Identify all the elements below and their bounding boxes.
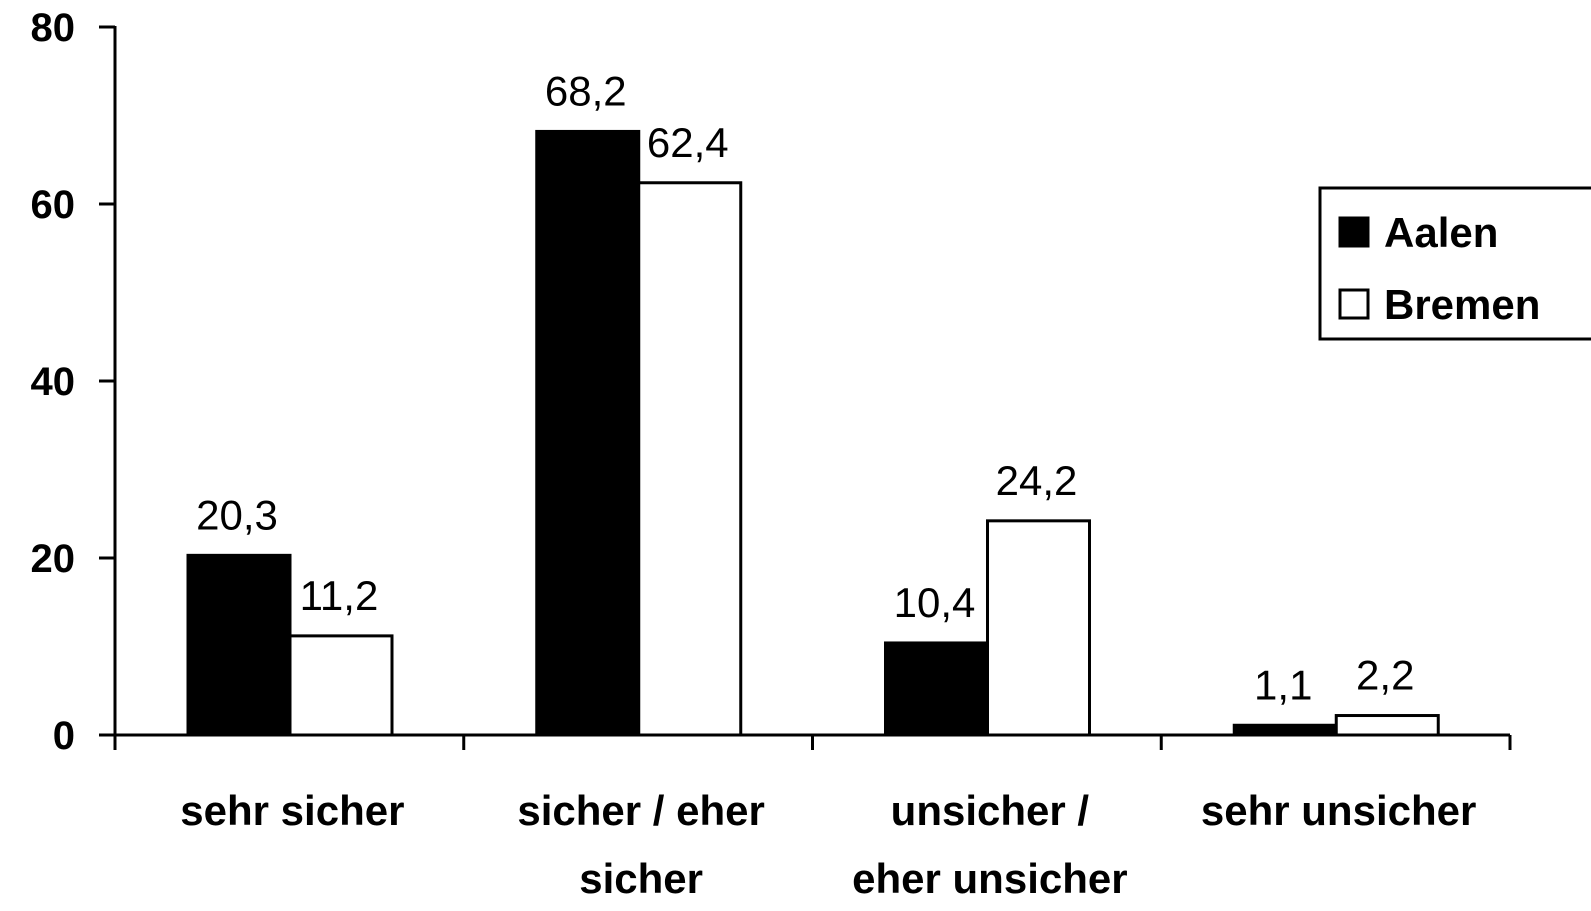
data-label: 1,1: [1254, 661, 1312, 708]
bar-aalen: [186, 553, 292, 737]
bar-bremen: [1334, 714, 1440, 737]
x-category-label: sehr unsicher: [1201, 787, 1476, 834]
data-label: 68,2: [545, 67, 627, 114]
y-tick-label: 20: [31, 537, 76, 581]
y-tick-label: 80: [31, 6, 76, 50]
legend-label-aalen: Aalen: [1384, 209, 1498, 256]
bar-bremen: [637, 181, 743, 737]
y-axis: 0 20 40 60 80: [31, 6, 117, 758]
y-tick-label: 40: [31, 360, 76, 404]
bars: [186, 129, 1440, 737]
bar-bremen: [986, 519, 1091, 737]
data-label: 10,4: [894, 579, 976, 626]
legend-label-bremen: Bremen: [1384, 281, 1540, 328]
bar-aalen: [1232, 723, 1338, 737]
x-axis: sehr sicher sicher / eher sicher unsicher /…: [113, 733, 1512, 902]
x-category-label: sicher / eher sicher: [517, 787, 764, 902]
bar-aalen: [535, 129, 641, 737]
legend-swatch-bremen: [1338, 288, 1370, 320]
x-category-label: sehr sicher: [180, 787, 404, 834]
data-label: 11,2: [300, 572, 379, 619]
legend: Aalen Bremen: [1318, 186, 1591, 341]
y-tick-label: 0: [53, 714, 75, 758]
legend-swatch-aalen: [1338, 216, 1370, 248]
bar-aalen: [884, 641, 989, 737]
data-labels: 20,3 68,2 10,4 1,1 11,2 62,4 24,2 2,2: [196, 67, 1414, 708]
y-tick-label: 60: [31, 183, 76, 227]
data-label: 20,3: [196, 491, 278, 538]
data-label: 24,2: [996, 457, 1078, 504]
bar-bremen: [288, 634, 394, 737]
data-label: 2,2: [1356, 652, 1414, 699]
x-category-label: unsicher / eher unsicher: [852, 787, 1127, 902]
data-label: 62,4: [647, 119, 729, 166]
